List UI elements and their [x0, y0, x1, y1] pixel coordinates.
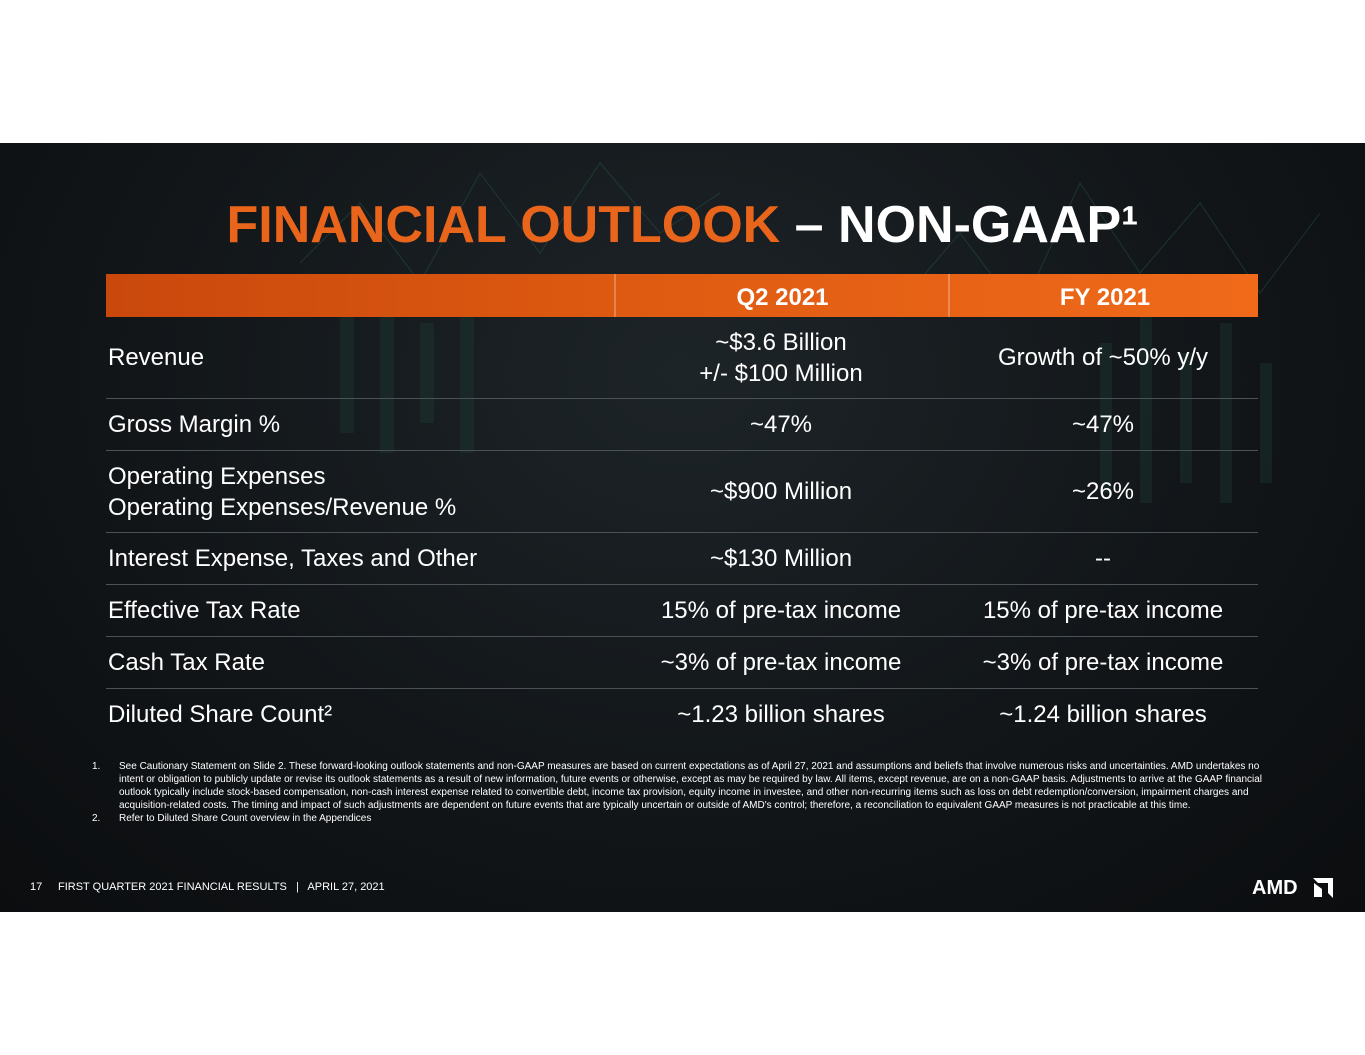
footnotes: 1. See Cautionary Statement on Slide 2. …: [92, 760, 1268, 825]
row-fy-value: 15% of pre-tax income: [982, 597, 1224, 624]
slide: FINANCIAL OUTLOOK – NON-GAAP¹ Q2 2021 FY…: [0, 143, 1365, 912]
outlook-table: Q2 2021 FY 2021 Revenue ~$3.6 Billion +/-…: [106, 274, 1258, 740]
table-row-operating-expenses: Operating Expenses Operating Expenses/Rev…: [106, 451, 1258, 533]
page-title: FINANCIAL OUTLOOK – NON-GAAP¹: [0, 195, 1365, 255]
footnote-1: 1. See Cautionary Statement on Slide 2. …: [92, 761, 1263, 811]
page-number: 17: [30, 881, 43, 893]
header-q2: Q2 2021: [614, 274, 949, 317]
logo-text: AMD: [1252, 877, 1298, 899]
table-row-diluted-share-count: Diluted Share Count² ~1.23 billion share…: [106, 689, 1258, 740]
row-fy-value: ~1.24 billion shares: [999, 701, 1207, 728]
row-q2-value: ~1.23 billion shares: [677, 701, 885, 728]
row-label: Cash Tax Rate: [108, 649, 265, 676]
row-q2-value: ~$900 Million: [709, 478, 853, 505]
row-q2-value: ~$3.6 Billion +/- $100 Million: [699, 328, 863, 387]
table-row-gross-margin: Gross Margin % ~47% ~47%: [106, 399, 1258, 451]
table-header: Q2 2021 FY 2021: [106, 274, 1258, 317]
row-label: Operating Expenses Operating Expenses/Rev…: [108, 462, 457, 521]
amd-logo: AMD: [1252, 877, 1334, 899]
row-label: Interest Expense, Taxes and Other: [108, 545, 478, 572]
header-fy: FY 2021: [948, 274, 1260, 317]
row-q2-value: ~$130 Million: [709, 545, 853, 572]
table-row-cash-tax-rate: Cash Tax Rate ~3% of pre-tax income ~3% …: [106, 637, 1258, 689]
row-label: Effective Tax Rate: [108, 597, 301, 624]
row-fy-value: ~47%: [1071, 411, 1135, 438]
table-row-interest-expense: Interest Expense, Taxes and Other ~$130 …: [106, 533, 1258, 585]
footnote-2: 2. Refer to Diluted Share Count overview…: [92, 813, 372, 824]
table-row-revenue: Revenue ~$3.6 Billion +/- $100 Million Gr…: [106, 317, 1258, 399]
row-fy-value: ~26%: [1071, 478, 1135, 505]
row-q2-value: ~3% of pre-tax income: [660, 649, 902, 676]
table-row-effective-tax-rate: Effective Tax Rate 15% of pre-tax income…: [106, 585, 1258, 637]
row-q2-value: 15% of pre-tax income: [660, 597, 902, 624]
row-fy-value: Growth of ~50% y/y: [997, 344, 1209, 371]
footer-text: FIRST QUARTER 2021 FINANCIAL RESULTS | A…: [58, 881, 385, 893]
row-label: Diluted Share Count²: [108, 701, 333, 728]
title-rest: – NON-GAAP¹: [780, 196, 1139, 254]
row-label: Revenue: [108, 344, 205, 371]
amd-arrow-icon: [1313, 878, 1333, 898]
slide-footer: 17 FIRST QUARTER 2021 FINANCIAL RESULTS |…: [30, 881, 385, 893]
row-q2-value: ~47%: [749, 411, 813, 438]
row-label: Gross Margin %: [108, 411, 281, 438]
title-accent: FINANCIAL OUTLOOK: [226, 196, 781, 254]
row-fy-value: --: [1095, 545, 1111, 572]
row-fy-value: ~3% of pre-tax income: [982, 649, 1224, 676]
